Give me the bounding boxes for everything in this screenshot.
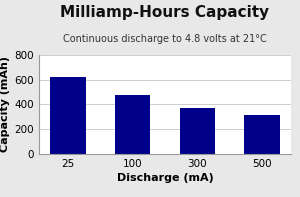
X-axis label: Discharge (mA): Discharge (mA) xyxy=(117,173,213,183)
Y-axis label: Capacity (mAh): Capacity (mAh) xyxy=(0,56,10,152)
Bar xyxy=(115,95,151,154)
Bar xyxy=(50,77,86,154)
Text: Milliamp-Hours Capacity: Milliamp-Hours Capacity xyxy=(60,5,270,20)
Bar xyxy=(244,114,280,154)
Bar xyxy=(179,108,215,154)
Text: Continuous discharge to 4.8 volts at 21°C: Continuous discharge to 4.8 volts at 21°… xyxy=(63,34,267,45)
